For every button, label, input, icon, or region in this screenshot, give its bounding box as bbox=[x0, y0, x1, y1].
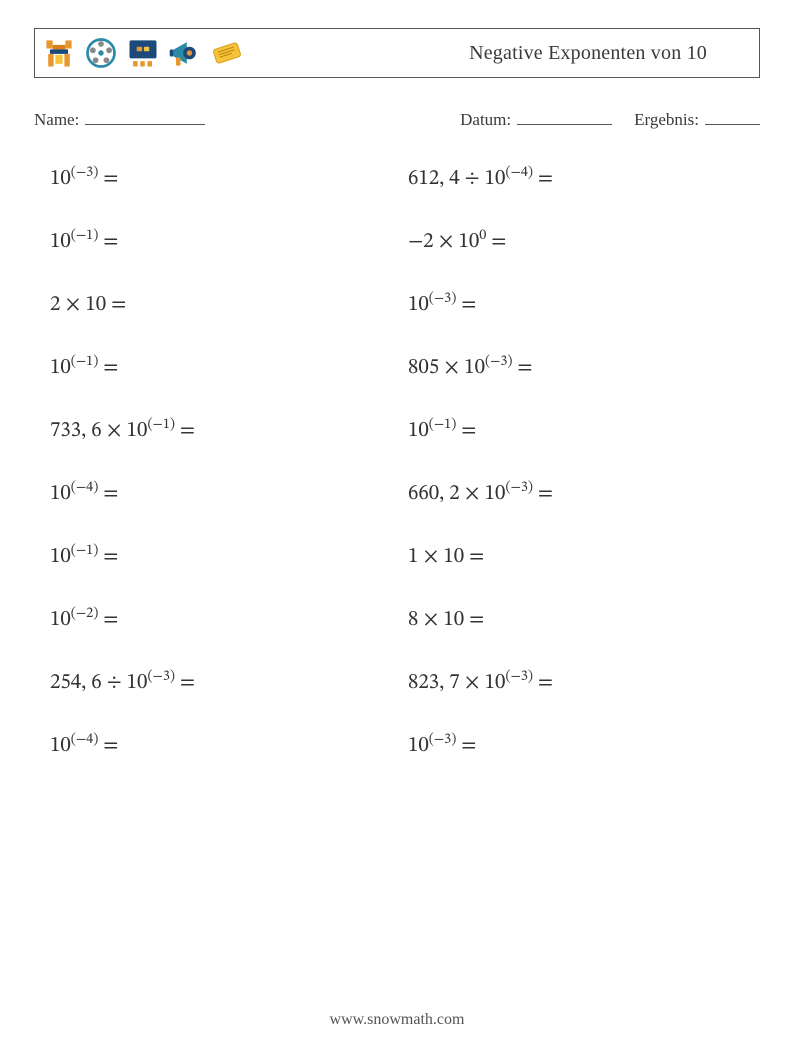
problem-expression: 10(−1) = bbox=[50, 544, 402, 570]
film-reel-icon bbox=[83, 35, 119, 71]
problem-expression: 10(−1) = bbox=[50, 355, 402, 381]
date-blank bbox=[517, 110, 612, 125]
problem-expression: 254, 6 ÷ 10(−3) = bbox=[50, 670, 402, 696]
worksheet-title: Negative Exponenten von 10 bbox=[469, 42, 747, 65]
date-label: Datum: bbox=[460, 110, 511, 130]
name-blank bbox=[85, 110, 205, 125]
result-label: Ergebnis: bbox=[634, 110, 699, 130]
screen-icon bbox=[125, 35, 161, 71]
problem-expression: 10(−4) = bbox=[50, 481, 402, 507]
problem-expression: 612, 4 ÷ 10(−4) = bbox=[408, 166, 760, 192]
problem-expression: 8 × 10 = bbox=[408, 607, 760, 633]
name-label: Name: bbox=[34, 110, 79, 130]
header-box: Negative Exponenten von 10 bbox=[34, 28, 760, 78]
problem-expression: 805 × 10(−3) = bbox=[408, 355, 760, 381]
problem-expression: 10(−1) = bbox=[50, 229, 402, 255]
header-icons bbox=[41, 35, 245, 71]
problems-col-left: 10(−3) = 10(−1) = 2 × 10 = 10(−1) = 733, 6 ×… bbox=[34, 166, 402, 759]
problem-expression: 10(−3) = bbox=[408, 292, 760, 318]
problem-expression: 10(−3) = bbox=[408, 733, 760, 759]
problem-expression: −2 × 100 = bbox=[408, 229, 760, 255]
problem-expression: 2 × 10 = bbox=[50, 292, 402, 318]
tower-icon bbox=[41, 35, 77, 71]
meta-row: Name: Datum: Ergebnis: bbox=[34, 110, 760, 130]
result-blank bbox=[705, 110, 760, 125]
problem-expression: 1 × 10 = bbox=[408, 544, 760, 570]
problem-expression: 10(−3) = bbox=[50, 166, 402, 192]
megaphone-icon bbox=[167, 35, 203, 71]
problems-grid: 10(−3) =10(−1) =2 × 10 =10(−1) =733, 6 ×… bbox=[34, 166, 760, 759]
problems-col-right: 612, 4 ÷ 10(−4) = −2 × 100 = 10(−3) = 805 ×… bbox=[402, 166, 760, 759]
problem-expression: 733, 6 × 10(−1) = bbox=[50, 418, 402, 444]
problem-expression: 823, 7 × 10(−3) = bbox=[408, 670, 760, 696]
problem-expression: 10(−1) = bbox=[408, 418, 760, 444]
problem-expression: 660, 2 × 10(−3) = bbox=[408, 481, 760, 507]
ticket-icon bbox=[209, 35, 245, 71]
problem-expression: 10(−4) = bbox=[50, 733, 402, 759]
problem-expression: 10(−2) = bbox=[50, 607, 402, 633]
footer-url: www.snowmath.com bbox=[0, 1011, 794, 1029]
